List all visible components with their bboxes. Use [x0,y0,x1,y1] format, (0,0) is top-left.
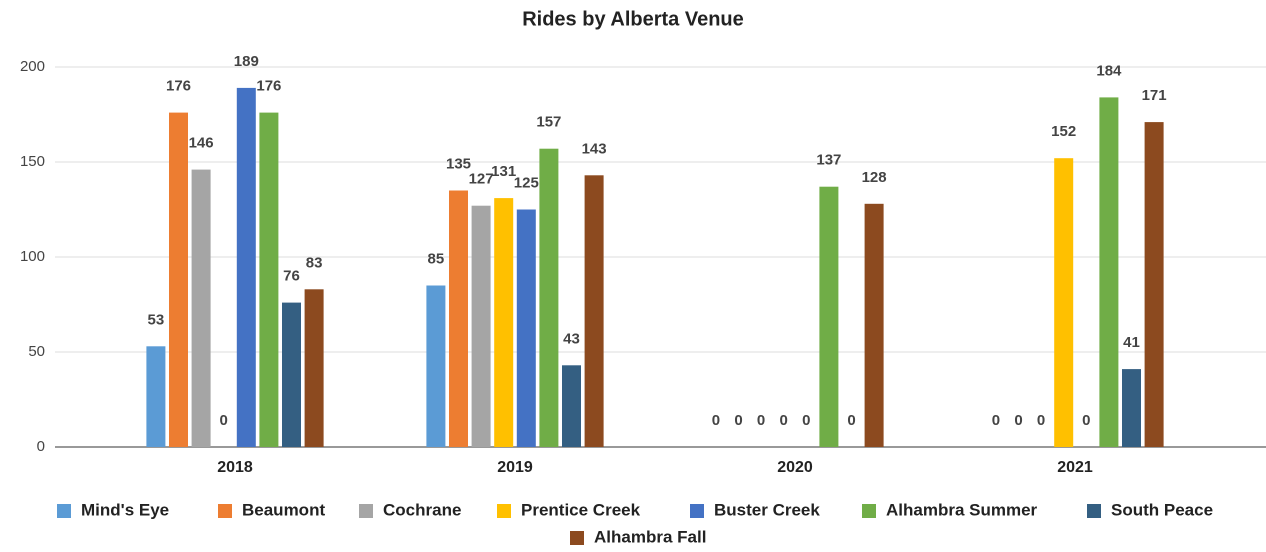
data-label: 146 [189,135,214,152]
legend-swatch [862,504,876,518]
legend-label: Prentice Creek [521,500,641,519]
y-tick-label: 200 [20,58,45,75]
data-label: 43 [563,330,580,347]
bar [449,190,468,447]
data-label: 137 [816,152,841,169]
data-label: 131 [491,163,516,180]
legend-label: Beaumont [242,500,325,519]
data-label: 125 [514,174,539,191]
bar [1122,369,1141,447]
x-tick-label: 2021 [1057,459,1093,476]
data-label: 0 [1014,412,1022,429]
y-tick-label: 150 [20,153,45,170]
bar [169,112,188,447]
legend-label: Buster Creek [714,500,820,519]
legend-label: Alhambra Fall [594,527,706,546]
data-label: 0 [734,412,742,429]
data-label: 85 [428,250,445,267]
bar [1144,122,1164,447]
data-label: 0 [712,412,720,429]
data-label: 41 [1123,334,1140,351]
data-label: 171 [1142,87,1167,104]
bar [426,285,446,447]
data-label: 0 [780,412,788,429]
x-tick-label: 2019 [497,459,533,476]
bar [1099,97,1119,448]
legend-swatch [570,531,584,545]
bar [259,112,279,447]
bar [819,186,839,447]
data-label: 0 [220,412,228,429]
data-label: 128 [862,169,887,186]
data-label: 0 [992,412,1000,429]
data-label: 143 [582,140,607,157]
data-label: 83 [306,254,323,271]
legend-swatch [690,504,704,518]
data-label: 53 [148,311,165,328]
bar [146,346,166,447]
x-tick-label: 2020 [777,459,813,476]
legend-label: South Peace [1111,500,1213,519]
bar [471,205,491,447]
bar [516,209,536,447]
bar [1054,158,1074,447]
data-label: 127 [469,171,494,188]
y-tick-label: 50 [28,343,45,360]
legend-swatch [359,504,373,518]
y-tick-label: 0 [37,438,45,455]
bar [304,289,324,447]
data-label: 0 [802,412,810,429]
x-tick-label: 2018 [217,459,253,476]
data-label: 0 [1082,412,1090,429]
legend-swatch [218,504,232,518]
data-label: 0 [847,412,855,429]
data-label: 176 [166,78,191,95]
data-label: 76 [283,268,300,285]
legend-swatch [497,504,511,518]
bar [494,198,514,447]
data-label: 189 [234,53,259,70]
bar [584,175,604,448]
legend-swatch [1087,504,1101,518]
bar [191,169,211,447]
data-label: 184 [1096,62,1122,79]
data-label: 0 [1037,412,1045,429]
data-label: 157 [536,114,561,131]
data-label: 135 [446,155,471,172]
data-label: 0 [757,412,765,429]
bar [282,302,301,447]
legend-label: Cochrane [383,500,461,519]
legend-label: Mind's Eye [81,500,169,519]
bar [236,87,256,448]
data-label: 152 [1051,123,1076,140]
bar [539,148,559,447]
bar [864,203,884,447]
legend-label: Alhambra Summer [886,500,1038,519]
legend-swatch [57,504,71,518]
y-tick-label: 100 [20,248,45,265]
chart-title: Rides by Alberta Venue [522,8,744,30]
bar [562,365,581,447]
data-label: 176 [256,78,281,95]
